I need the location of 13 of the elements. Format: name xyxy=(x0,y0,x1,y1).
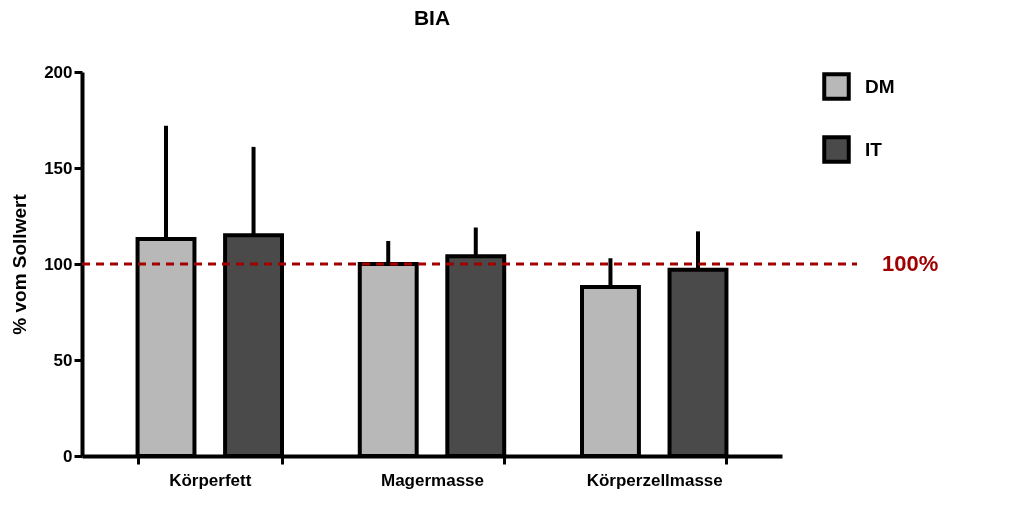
chart-title: BIA xyxy=(413,6,451,29)
y-tick-label: 200 xyxy=(44,62,73,82)
x-tick-label: Magermasse xyxy=(380,470,485,490)
x-tick-label: Körperfett xyxy=(169,470,252,490)
ref-line-label: 100% xyxy=(882,251,939,276)
x-tick-label: Körperzellmasse xyxy=(586,470,723,490)
y-tick-label: 100 xyxy=(44,254,73,274)
y-tick-label: 150 xyxy=(44,158,73,178)
y-axis-title: % vom Sollwert xyxy=(9,193,31,335)
legend-label: DM xyxy=(865,75,895,97)
y-tick-label: 0 xyxy=(63,446,73,466)
y-tick-label: 50 xyxy=(53,350,73,370)
legend-label: IT xyxy=(865,138,883,160)
